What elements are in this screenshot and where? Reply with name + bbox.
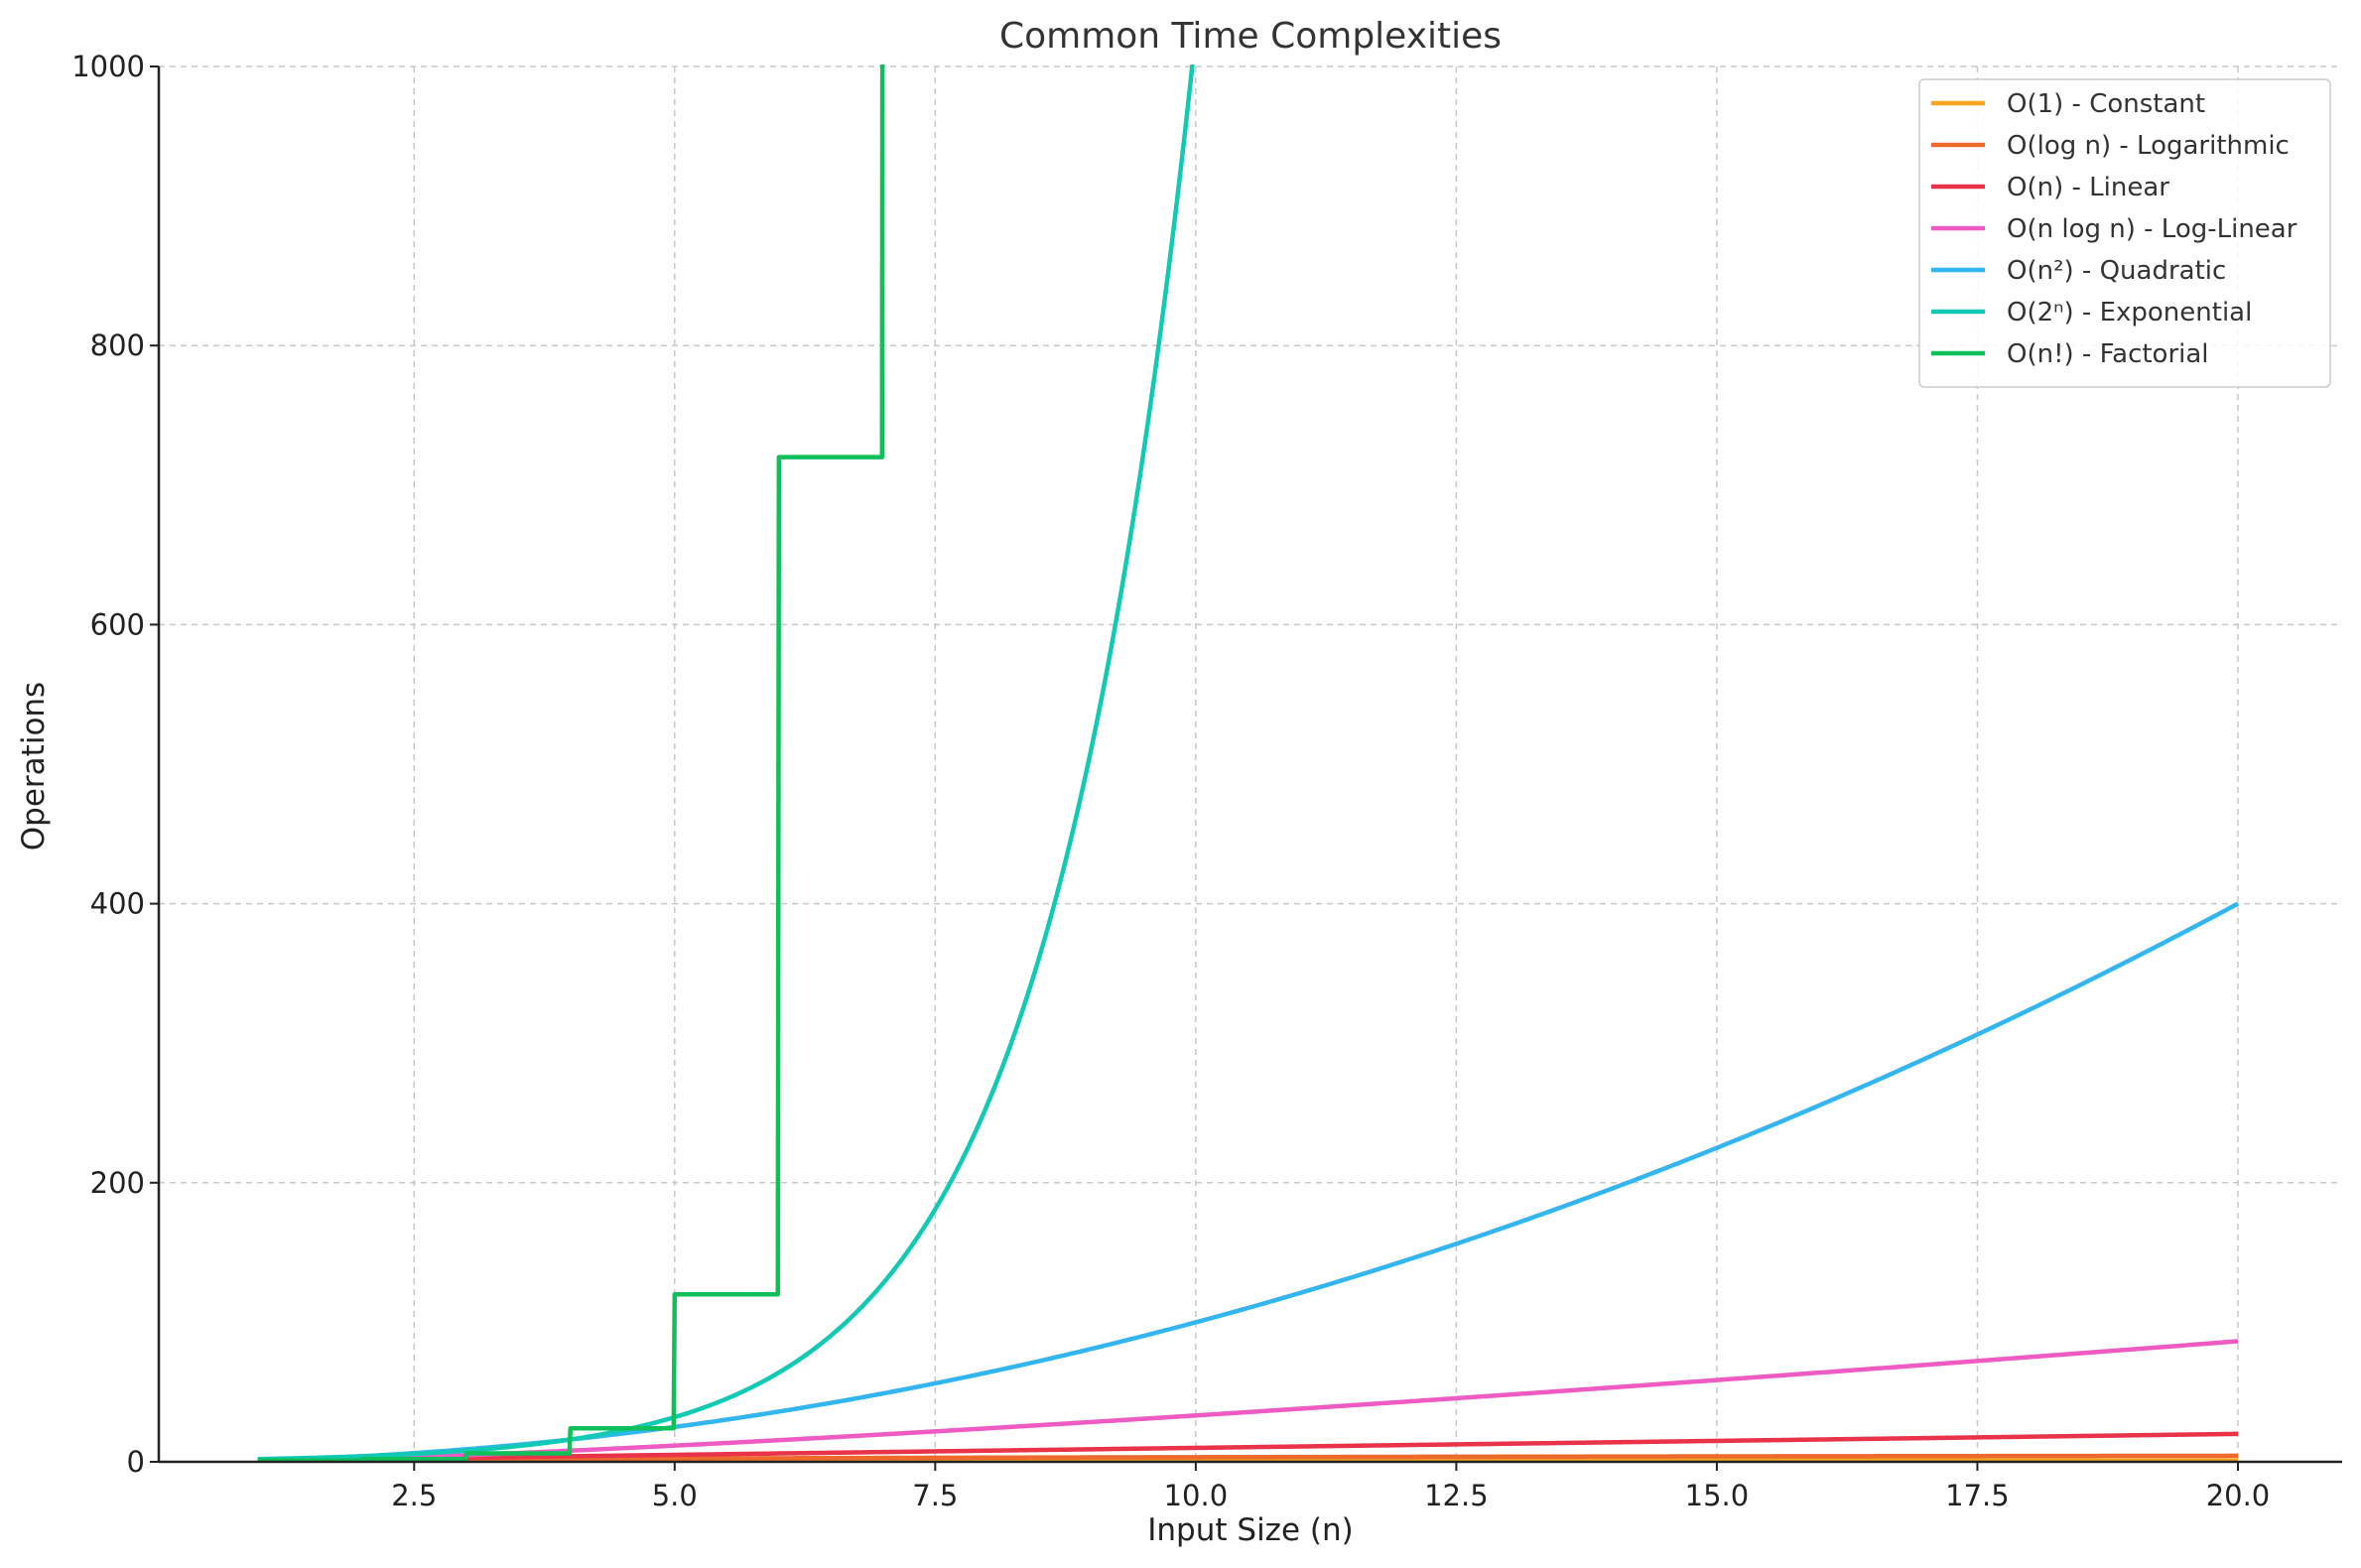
legend-entry-label: O(2ⁿ) - Exponential [2007,298,2252,327]
legend-entry-label: O(n log n) - Log-Linear [2007,214,2297,244]
legend-entry-label: O(1) - Constant [2007,89,2205,119]
series-line-7 [256,65,885,1462]
series-line-3 [257,1431,2239,1462]
series-line-6 [257,65,1195,1462]
y-tick-label: 600 [90,607,145,641]
x-tick-label: 17.5 [1945,1479,2010,1512]
axes-layer: 2.5 5.0 7.5 10.0 12.5 15.0 17.5 20.0 0 200 400 600 8… [71,50,2342,1512]
series-line-4 [257,1339,2239,1462]
legend-entry-label: O(n²) - Quadratic [2007,256,2226,286]
series-line-2 [257,1453,2238,1462]
legend-entry-label: O(log n) - Logarithmic [2007,131,2290,161]
x-tick-label: 10.0 [1164,1479,1229,1512]
y-tick-label: 200 [90,1166,145,1200]
x-tick-label: 7.5 [912,1479,958,1512]
chart-title: Common Time Complexities [999,16,1502,57]
x-tick-label: 20.0 [2206,1479,2271,1512]
x-axis-label: Input Size (n) [1147,1512,1353,1548]
y-tick-label: 400 [90,887,145,921]
y-axis-label: Operations [16,682,52,850]
y-tick-label: 800 [90,328,145,362]
legend: O(1) - Constant O(log n) - Logarithmic O(n… [1918,78,2331,388]
y-tick-label: 0 [127,1445,145,1479]
y-tick-label: 1000 [71,50,145,83]
legend-entry-label: O(n!) - Factorial [2007,339,2209,369]
legend-entry-label: O(n) - Linear [2007,173,2169,202]
x-tick-label: 5.0 [652,1479,698,1512]
x-tick-label: 12.5 [1424,1479,1489,1512]
legend-box [1918,78,2331,388]
x-tick-label: 2.5 [391,1479,437,1512]
series-layer [256,65,2240,1462]
x-tick-label: 15.0 [1685,1479,1750,1512]
